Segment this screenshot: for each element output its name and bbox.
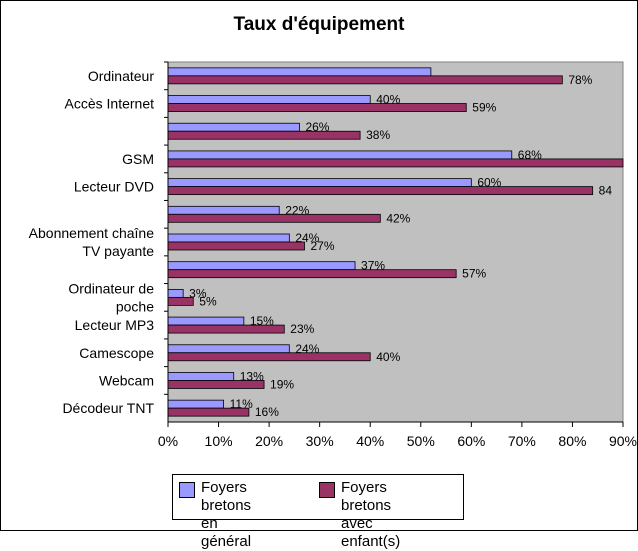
bar-children-3 <box>167 158 624 168</box>
data-label-general-4: 60% <box>477 176 501 190</box>
data-label-children-6: 27% <box>311 239 335 253</box>
data-label-children-7: 57% <box>462 267 486 281</box>
data-label-general-1: 40% <box>376 93 400 107</box>
x-tick-label-8: 80% <box>558 433 586 449</box>
data-label-general-11: 13% <box>240 369 264 383</box>
bar-general-8 <box>167 288 184 298</box>
data-label-children-2: 38% <box>366 128 390 142</box>
bar-general-4 <box>167 178 472 188</box>
bar-children-0 <box>167 75 563 85</box>
data-label-general-3: 68% <box>518 148 542 162</box>
data-label-general-6: 24% <box>295 231 319 245</box>
bar-general-3 <box>167 150 513 160</box>
category-label-10: Camescope <box>79 345 154 361</box>
category-label-0: Ordinateur <box>88 68 154 84</box>
category-label-12: Décodeur TNT <box>62 400 154 416</box>
bar-children-12 <box>167 407 250 417</box>
data-label-general-5: 22% <box>285 203 309 217</box>
category-label-8: Ordinateur de <box>68 280 154 296</box>
category-label-4: Lecteur DVD <box>74 179 154 195</box>
x-tick-label-3: 30% <box>306 433 334 449</box>
bar-children-6 <box>167 241 305 251</box>
bar-general-10 <box>167 344 290 354</box>
category-label-3: GSM <box>122 151 154 167</box>
data-label-general-10: 24% <box>295 342 319 356</box>
bar-general-9 <box>167 316 245 326</box>
data-label-general-2: 26% <box>305 120 329 134</box>
chart-title: Taux d'équipement <box>233 14 405 35</box>
bar-children-10 <box>167 352 371 362</box>
bar-children-7 <box>167 269 457 279</box>
category-label-9: Lecteur MP3 <box>75 317 155 333</box>
category-label-1: Accès Internet <box>65 96 155 112</box>
bar-general-1 <box>167 95 371 104</box>
data-label-general-7: 37% <box>361 259 385 273</box>
bar-children-1 <box>167 103 467 112</box>
bar-general-6 <box>167 233 290 243</box>
bar-general-0 <box>167 67 432 77</box>
category-label-8: poche <box>116 298 154 314</box>
bar-children-2 <box>167 130 361 140</box>
x-tick-label-2: 20% <box>255 433 283 449</box>
x-tick-label-6: 60% <box>457 433 485 449</box>
x-tick-label-4: 40% <box>356 433 384 449</box>
category-label-6: TV payante <box>82 243 154 259</box>
bar-children-4 <box>167 186 594 196</box>
legend: Foyers bretons en général Foyers bretons… <box>172 474 464 550</box>
bar-general-5 <box>167 205 280 215</box>
data-label-general-12: 11% <box>230 397 253 411</box>
data-label-general-8: 3% <box>189 286 207 300</box>
bar-chart: 78% Ordinateur 40% 59% Accès Internet 26% 38% 6… <box>29 61 637 449</box>
legend-swatch-general <box>179 482 195 498</box>
data-label-children-0: 78% <box>568 73 592 87</box>
legend-label-general: Foyers bretons en général <box>201 479 252 550</box>
bar-children-5 <box>167 213 381 223</box>
bar-children-9 <box>167 324 285 334</box>
data-label-children-5: 42% <box>386 211 410 225</box>
data-label-children-10: 40% <box>376 350 400 364</box>
x-tick-label-5: 50% <box>407 433 435 449</box>
data-label-children-9: 23% <box>290 322 314 336</box>
bar-general-12 <box>167 399 225 409</box>
legend-label-children: Foyers bretons avec enfant(s) <box>341 479 401 550</box>
data-label-general-9: 15% <box>250 314 274 328</box>
bar-children-11 <box>167 380 265 389</box>
bar-general-11 <box>167 372 235 381</box>
data-label-children-11: 19% <box>270 377 294 391</box>
x-tick-label-9: 90% <box>609 433 637 449</box>
legend-swatch-children <box>319 482 335 498</box>
data-label-children-1: 59% <box>472 101 496 115</box>
x-tick-label-1: 10% <box>205 433 233 449</box>
bar-general-2 <box>167 122 300 132</box>
data-label-children-4: 84 <box>599 184 613 198</box>
bar-children-8 <box>167 296 194 306</box>
bar-general-7 <box>167 261 356 271</box>
x-tick-label-7: 70% <box>508 433 536 449</box>
category-label-11: Webcam <box>99 372 154 388</box>
data-label-children-12: 16% <box>255 405 279 419</box>
data-label-children-8: 5% <box>199 294 217 308</box>
category-label-6: Abonnement chaîne <box>29 225 155 241</box>
x-tick-label-0: 0% <box>158 433 178 449</box>
